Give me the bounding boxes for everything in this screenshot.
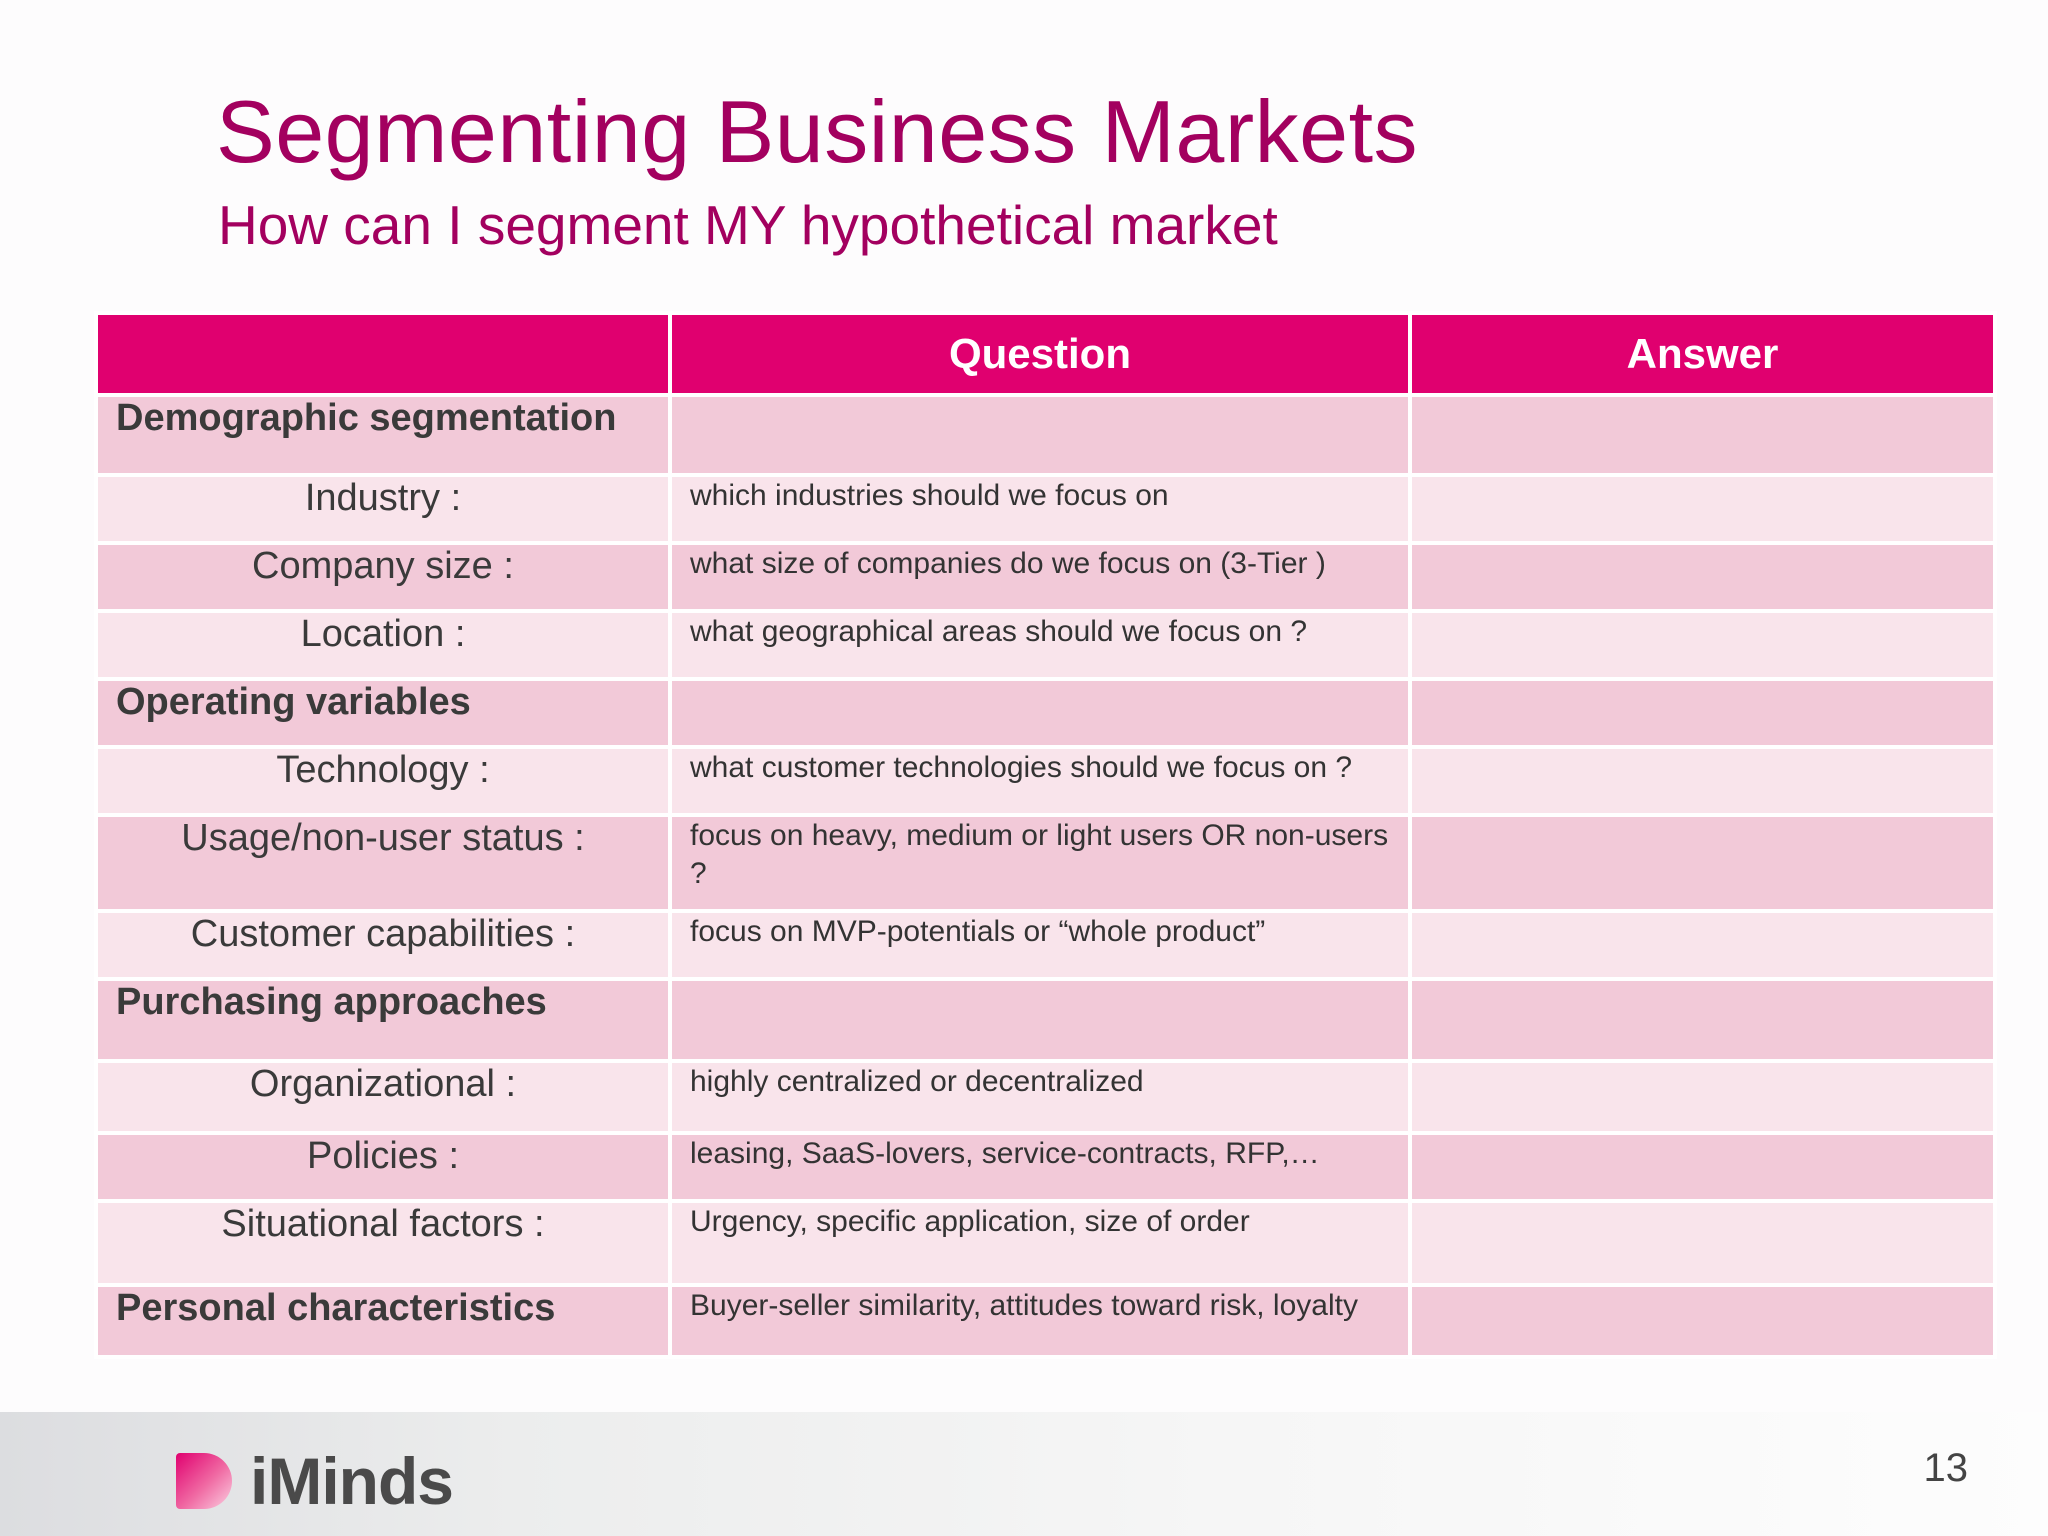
question-cell: focus on heavy, medium or light users OR… bbox=[668, 813, 1412, 913]
section-label: Personal characteristics bbox=[94, 1283, 672, 1359]
answer-cell bbox=[1408, 909, 1997, 981]
slide-subtitle: How can I segment MY hypothetical market bbox=[218, 194, 1278, 256]
row-label: Industry : bbox=[94, 473, 672, 545]
answer-cell bbox=[1408, 677, 1997, 749]
header-label-cell bbox=[94, 311, 672, 397]
row-label: Policies : bbox=[94, 1131, 672, 1203]
row-label: Organizational : bbox=[94, 1059, 672, 1135]
table-row-section: Demographic segmentation bbox=[94, 393, 1997, 477]
question-cell: leasing, SaaS-lovers, service-contracts,… bbox=[668, 1131, 1412, 1203]
answer-cell bbox=[1408, 1199, 1997, 1287]
iminds-logo-icon bbox=[176, 1453, 232, 1509]
logo-text: iMinds bbox=[250, 1444, 454, 1518]
table-row: Location : what geographical areas shoul… bbox=[94, 609, 1997, 681]
table-row: Industry : which industries should we fo… bbox=[94, 473, 1997, 545]
section-label: Operating variables bbox=[94, 677, 672, 749]
question-cell: what geographical areas should we focus … bbox=[668, 609, 1412, 681]
table-row: Company size : what size of companies do… bbox=[94, 541, 1997, 613]
table-row-section: Purchasing approaches bbox=[94, 977, 1997, 1063]
header-question-cell: Question bbox=[668, 311, 1412, 397]
answer-cell bbox=[1408, 745, 1997, 817]
table-row-section: Personal characteristics Buyer-seller si… bbox=[94, 1283, 1997, 1359]
answer-cell bbox=[1408, 473, 1997, 545]
segmentation-table: Question Answer Demographic segmentation… bbox=[94, 311, 1997, 1359]
answer-cell bbox=[1408, 977, 1997, 1063]
table-row: Technology : what customer technologies … bbox=[94, 745, 1997, 817]
table-row: Customer capabilities : focus on MVP-pot… bbox=[94, 909, 1997, 981]
footer-band bbox=[0, 1412, 2048, 1536]
question-cell bbox=[668, 677, 1412, 749]
answer-cell bbox=[1408, 393, 1997, 477]
question-cell: which industries should we focus on bbox=[668, 473, 1412, 545]
answer-cell bbox=[1408, 813, 1997, 913]
answer-cell bbox=[1408, 609, 1997, 681]
row-label: Location : bbox=[94, 609, 672, 681]
header-answer-cell: Answer bbox=[1408, 311, 1997, 397]
row-label: Usage/non-user status : bbox=[94, 813, 672, 913]
row-label: Customer capabilities : bbox=[94, 909, 672, 981]
table-row: Organizational : highly centralized or d… bbox=[94, 1059, 1997, 1135]
table-row: Policies : leasing, SaaS-lovers, service… bbox=[94, 1131, 1997, 1203]
question-cell: Buyer-seller similarity, attitudes towar… bbox=[668, 1283, 1412, 1359]
answer-cell bbox=[1408, 1059, 1997, 1135]
row-label: Company size : bbox=[94, 541, 672, 613]
slide-title: Segmenting Business Markets bbox=[216, 82, 1419, 181]
answer-cell bbox=[1408, 541, 1997, 613]
question-cell: highly centralized or decentralized bbox=[668, 1059, 1412, 1135]
question-cell: what customer technologies should we foc… bbox=[668, 745, 1412, 817]
question-cell bbox=[668, 977, 1412, 1063]
question-cell: what size of companies do we focus on (3… bbox=[668, 541, 1412, 613]
table-row-section: Operating variables bbox=[94, 677, 1997, 749]
table-row: Usage/non-user status : focus on heavy, … bbox=[94, 813, 1997, 913]
section-label: Purchasing approaches bbox=[94, 977, 672, 1063]
question-cell: focus on MVP-potentials or “whole produc… bbox=[668, 909, 1412, 981]
row-label: Technology : bbox=[94, 745, 672, 817]
section-label: Demographic segmentation bbox=[94, 393, 672, 477]
table-row: Situational factors : Urgency, specific … bbox=[94, 1199, 1997, 1287]
answer-cell bbox=[1408, 1283, 1997, 1359]
table-header-row: Question Answer bbox=[94, 311, 1997, 397]
question-cell: Urgency, specific application, size of o… bbox=[668, 1199, 1412, 1287]
answer-cell bbox=[1408, 1131, 1997, 1203]
question-cell bbox=[668, 393, 1412, 477]
page-number: 13 bbox=[1923, 1446, 1969, 1490]
iminds-logo: iMinds bbox=[176, 1444, 454, 1518]
row-label: Situational factors : bbox=[94, 1199, 672, 1287]
